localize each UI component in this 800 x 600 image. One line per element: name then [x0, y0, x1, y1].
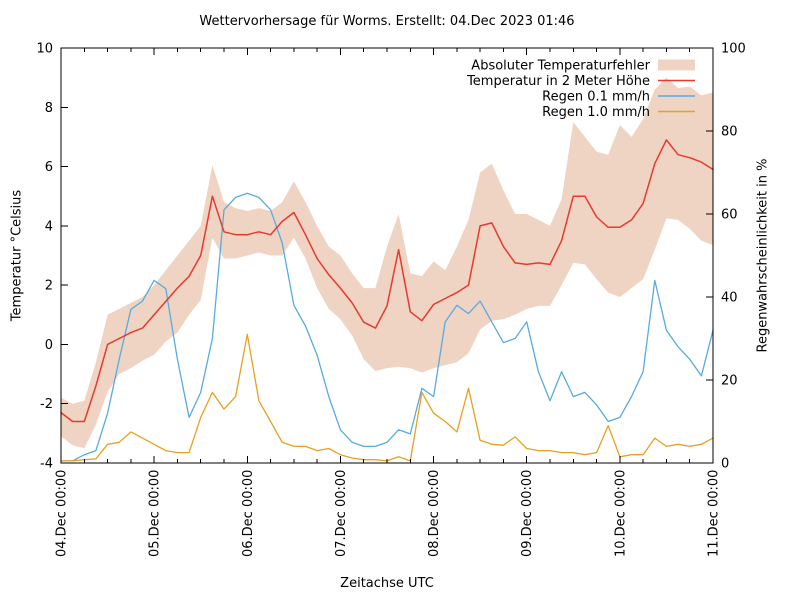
x-tick-label: 11.Dec 00:00	[707, 470, 722, 557]
x-tick-label: 07.Dec 00:00	[334, 470, 349, 557]
y-left-tick-label: -2	[40, 397, 53, 412]
y-left-tick-label: 10	[36, 42, 53, 57]
y-right-tick-label: 80	[721, 125, 738, 140]
y-left-tick-label: 6	[45, 160, 53, 175]
x-axis-label: Zeitachse UTC	[340, 576, 434, 591]
x-tick-label: 04.Dec 00:00	[55, 470, 70, 557]
legend-band-swatch	[658, 59, 695, 71]
y-left-tick-label: 4	[45, 219, 53, 234]
y-left-tick-label: 2	[45, 279, 53, 294]
axes-layer	[60, 47, 714, 464]
y-right-tick-label: 40	[721, 291, 738, 306]
error-band-series	[61, 77, 713, 449]
y-right-tick-label: 20	[721, 374, 738, 389]
legend-label: Temperatur in 2 Meter Höhe	[466, 74, 650, 89]
y-right-tick-label: 0	[721, 457, 729, 472]
y-left-tick-label: 8	[45, 101, 53, 116]
y-right-tick-label: 100	[721, 42, 746, 57]
rain-01mm-line-series	[60, 192, 714, 462]
x-tick-label: 10.Dec 00:00	[613, 470, 628, 557]
y-right-tick-label: 60	[721, 208, 738, 223]
series-layer	[60, 77, 714, 462]
y-left-tick-label: -4	[40, 457, 53, 472]
legend-label: Regen 1.0 mm/h	[542, 105, 650, 120]
chart-title: Wettervorhersage für Worms. Erstellt: 04…	[199, 14, 575, 29]
temperature-line-series	[60, 139, 714, 423]
x-tick-label: 08.Dec 00:00	[427, 470, 442, 557]
x-tick-label: 06.Dec 00:00	[241, 470, 256, 557]
legend-label: Regen 0.1 mm/h	[542, 90, 650, 105]
x-tick-label: 05.Dec 00:00	[148, 470, 163, 557]
y-left-tick-label: 0	[45, 338, 53, 353]
x-tick-label: 09.Dec 00:00	[520, 470, 535, 557]
legend-label: Absoluter Temperaturfehler	[471, 59, 650, 74]
